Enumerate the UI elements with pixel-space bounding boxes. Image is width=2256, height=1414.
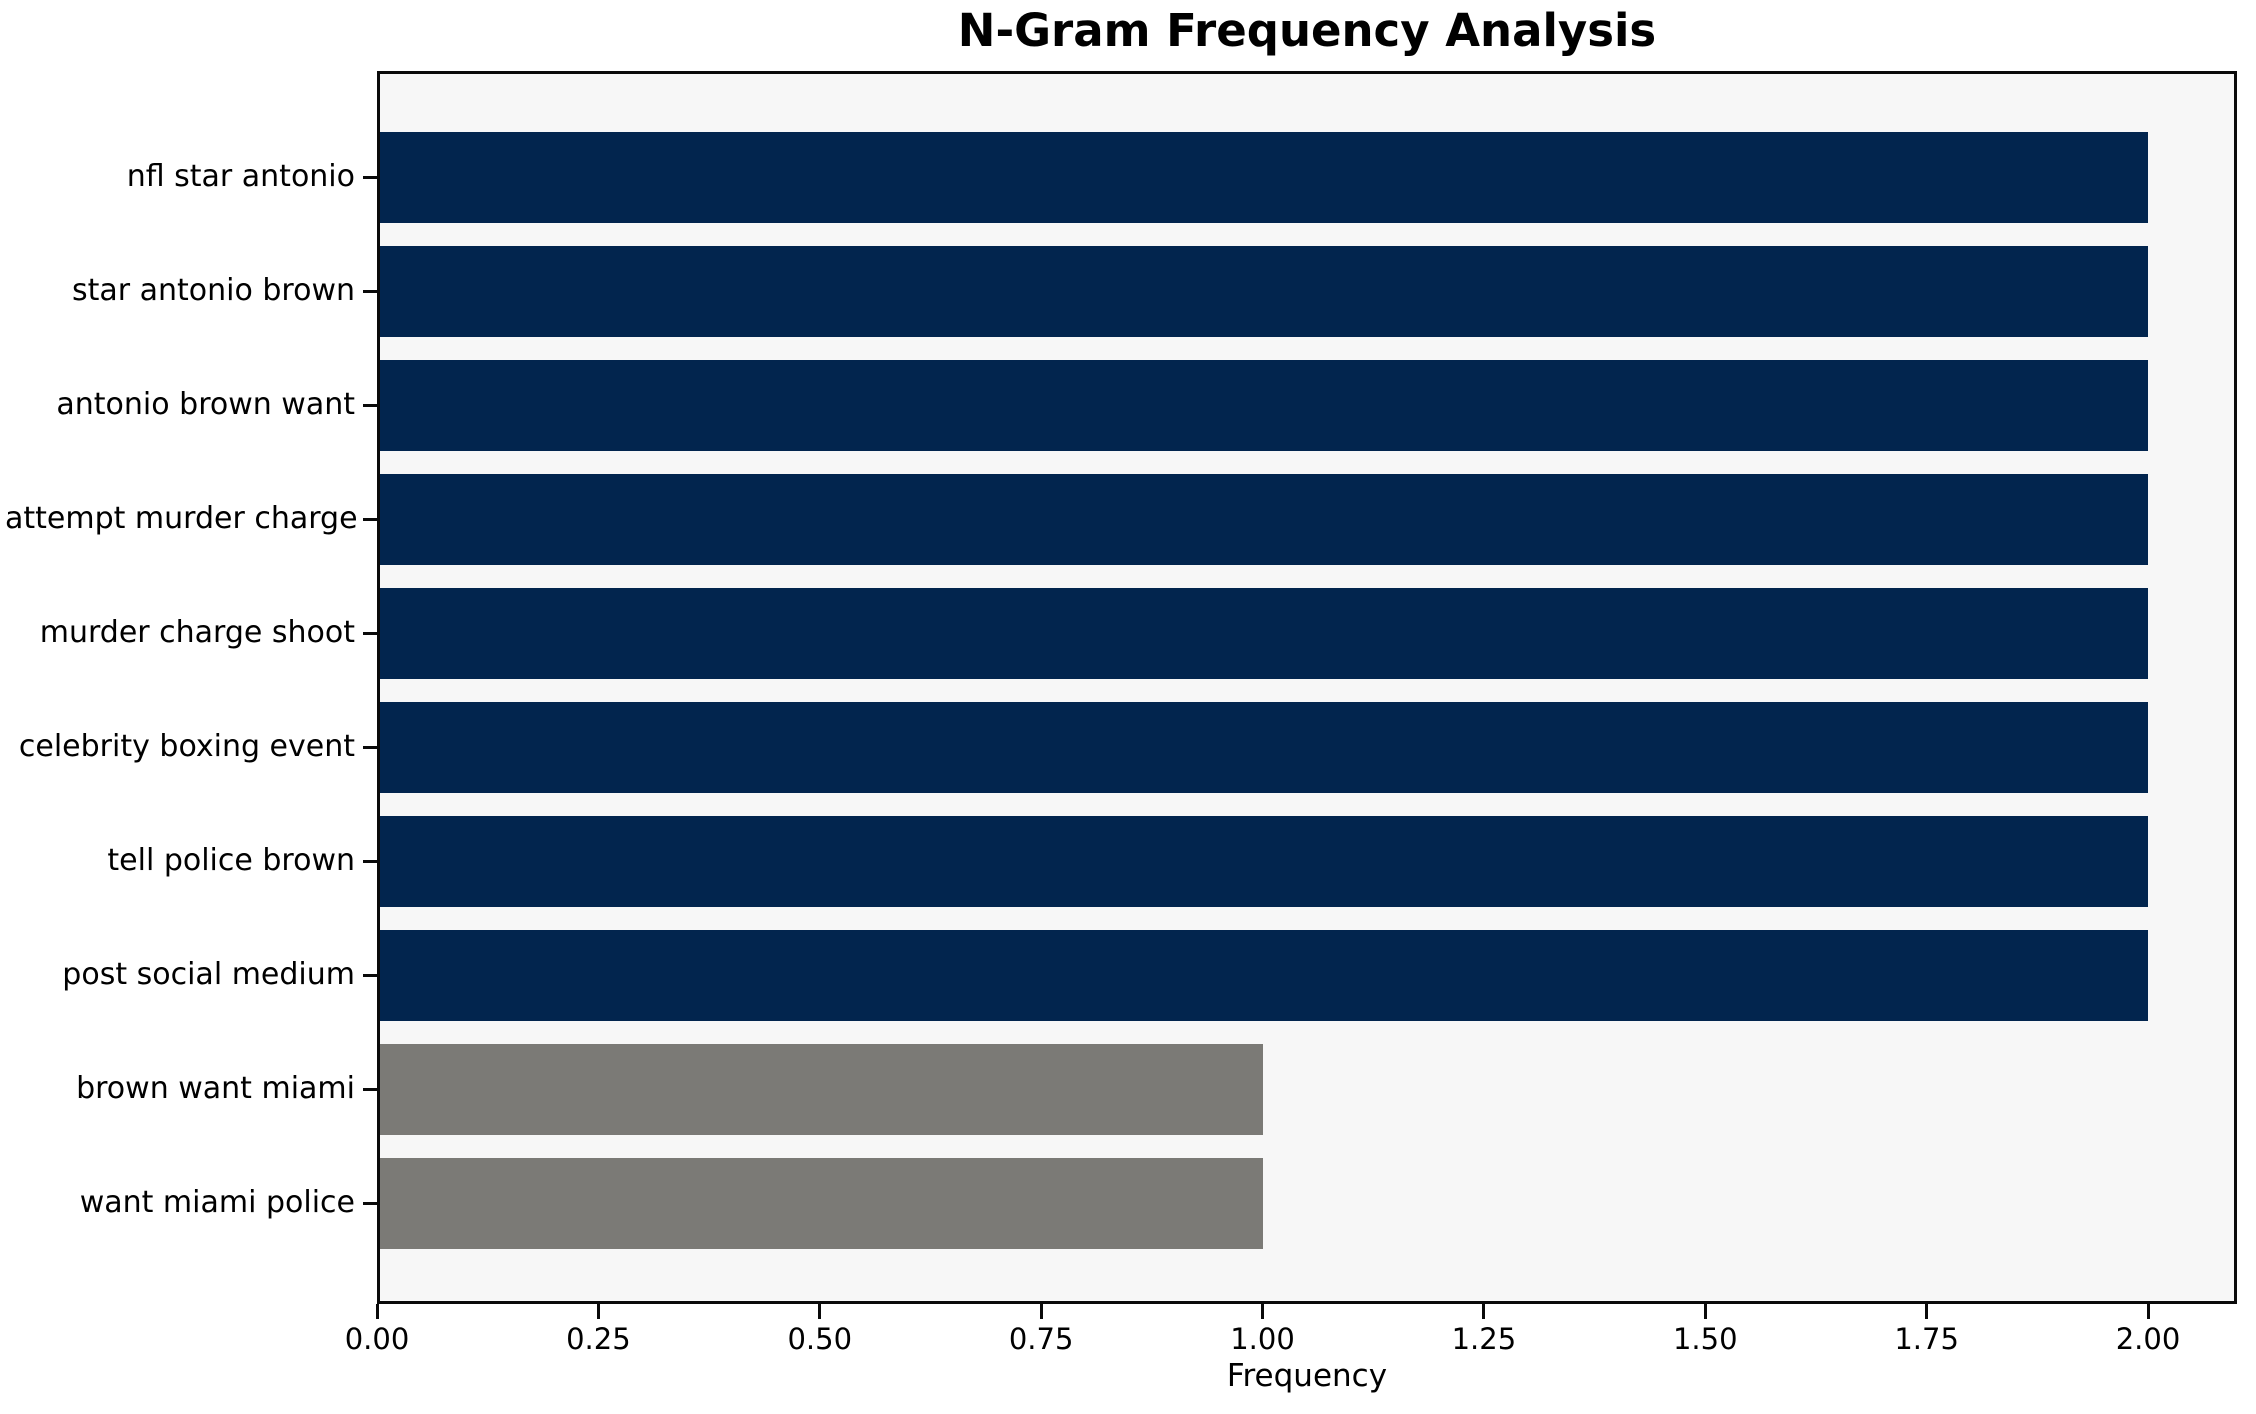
- bar: [380, 587, 2148, 679]
- x-tick-label: 0.50: [787, 1322, 853, 1356]
- bar: [380, 245, 2148, 337]
- bar: [380, 1157, 1263, 1249]
- x-tick-mark: [1261, 1304, 1264, 1319]
- bar: [380, 359, 2148, 451]
- y-tick-mark: [363, 175, 377, 179]
- y-tick-label: attempt murder charge: [5, 501, 358, 536]
- chart-title: N-Gram Frequency Analysis: [957, 4, 1657, 57]
- x-tick-mark: [1039, 1304, 1043, 1319]
- y-tick-label: murder charge shoot: [39, 615, 355, 650]
- y-tick-mark: [363, 517, 377, 521]
- bar: [380, 473, 2148, 565]
- x-tick-mark: [818, 1304, 822, 1319]
- x-tick-label: 1.00: [1230, 1322, 1295, 1356]
- y-tick-label: post social medium: [62, 957, 355, 992]
- x-tick-label: 0.75: [1008, 1322, 1074, 1356]
- bar: [380, 131, 2148, 223]
- y-tick-mark: [363, 973, 377, 977]
- x-tick-label: 0.25: [566, 1322, 631, 1356]
- bar: [380, 701, 2148, 793]
- y-tick-mark: [363, 289, 377, 293]
- x-tick-mark: [1482, 1304, 1486, 1319]
- y-tick-label: star antonio brown: [71, 273, 355, 308]
- x-tick-label: 2.00: [2115, 1322, 2181, 1356]
- x-tick-label: 0.00: [344, 1322, 410, 1356]
- bar: [380, 1043, 1263, 1135]
- y-tick-label: tell police brown: [107, 843, 355, 878]
- y-tick-mark: [363, 745, 377, 749]
- y-tick-label: want miami police: [79, 1185, 355, 1220]
- y-tick-label: nfl star antonio: [126, 159, 355, 194]
- bar: [380, 929, 2148, 1021]
- y-tick-label: celebrity boxing event: [18, 729, 355, 764]
- bar: [380, 815, 2148, 907]
- y-tick-mark: [363, 859, 377, 863]
- y-tick-label: brown want miami: [76, 1071, 355, 1106]
- x-tick-mark: [596, 1304, 600, 1319]
- y-tick-label: antonio brown want: [56, 387, 355, 422]
- x-tick-label: 1.75: [1894, 1322, 1959, 1356]
- y-tick-mark: [363, 403, 377, 407]
- x-tick-mark: [2146, 1304, 2150, 1319]
- x-tick-label: 1.25: [1451, 1322, 1517, 1356]
- y-tick-mark: [363, 1087, 377, 1091]
- x-tick-mark: [1925, 1304, 1929, 1319]
- x-tick-label: 1.50: [1672, 1322, 1738, 1356]
- x-axis-label: Frequency: [1226, 1358, 1388, 1394]
- x-tick-mark: [1703, 1304, 1707, 1319]
- y-tick-mark: [363, 1201, 377, 1205]
- x-tick-mark: [375, 1304, 379, 1319]
- y-tick-mark: [363, 631, 377, 635]
